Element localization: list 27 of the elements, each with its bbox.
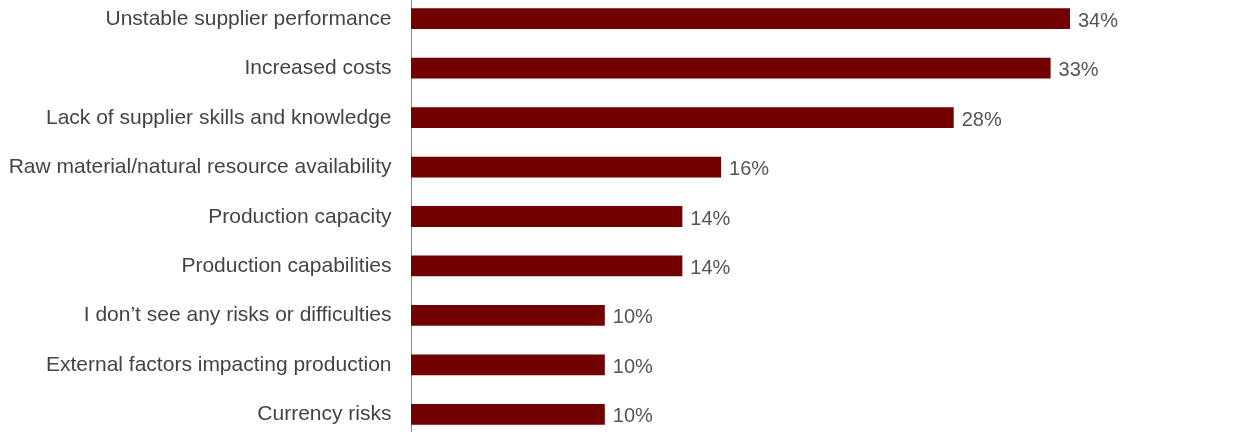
bar <box>411 156 722 178</box>
data-label: 10% <box>612 404 654 427</box>
data-label: 33% <box>1058 58 1099 81</box>
bar <box>411 57 1051 79</box>
y-tick-label: Production capacity <box>208 203 392 227</box>
bar <box>411 354 605 376</box>
bar <box>411 8 1070 30</box>
y-tick-label: Currency risks <box>257 401 392 425</box>
bar <box>411 403 605 425</box>
data-label: 34% <box>1078 8 1119 31</box>
y-tick-label: External factors impacting production <box>45 351 392 375</box>
bar <box>411 255 683 277</box>
data-label: 14% <box>690 206 731 229</box>
bar <box>411 305 605 326</box>
data-label: 14% <box>690 255 731 278</box>
y-tick-label: Raw material/natural resource availability <box>8 154 392 178</box>
data-label: 10% <box>612 305 654 328</box>
data-label: 10% <box>612 354 654 377</box>
y-tick-label: I don’t see any risks or difficulties <box>83 302 392 326</box>
bar <box>411 107 954 128</box>
y-tick-label: Lack of supplier skills and knowledge <box>45 104 392 128</box>
bar <box>411 206 683 227</box>
y-tick-label: Production capabilities <box>181 252 392 276</box>
y-tick-label: Increased costs <box>244 55 392 79</box>
data-label: 16% <box>729 157 770 180</box>
data-label: 28% <box>961 107 1002 130</box>
y-tick-label: Unstable supplier performance <box>105 5 392 29</box>
